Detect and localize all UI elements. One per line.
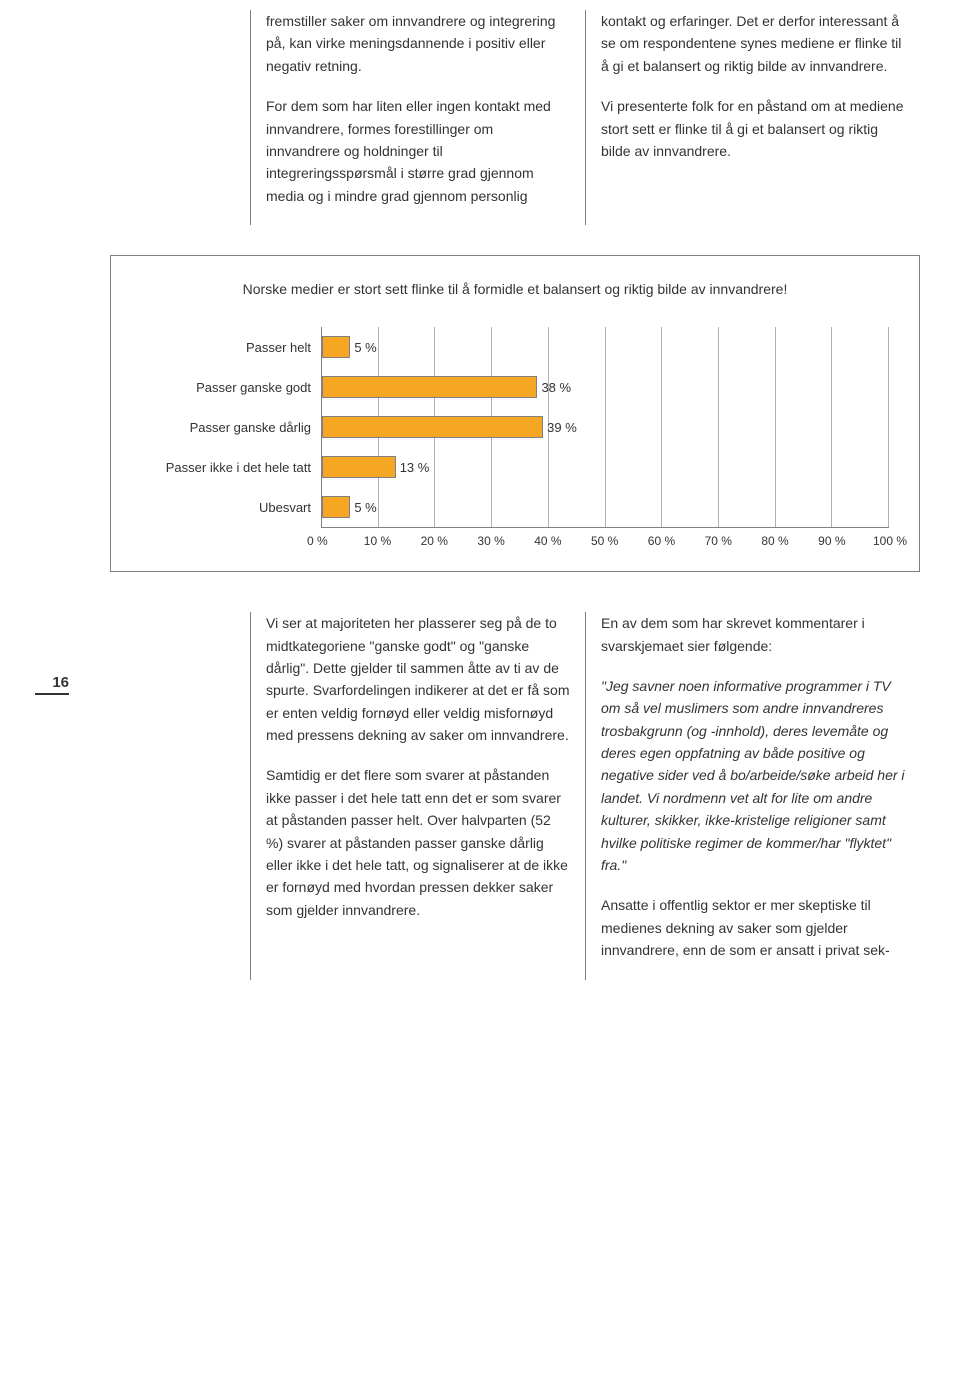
bottom-col-left: Vi ser at majoriteten her plasserer seg … xyxy=(250,612,585,979)
bar-row: 39 % xyxy=(322,407,889,447)
page-number: 16 xyxy=(35,674,69,695)
y-axis-label: Passer ganske godt xyxy=(141,367,321,407)
y-axis-label: Passer ikke i det hele tatt xyxy=(141,447,321,487)
paragraph: Vi ser at majoriteten her plasserer seg … xyxy=(266,612,570,746)
top-text-section: fremstiller saker om innvandrere og inte… xyxy=(0,0,960,255)
bar-value-label: 5 % xyxy=(354,500,376,515)
top-col-left: fremstiller saker om innvandrere og inte… xyxy=(250,10,585,225)
top-col-right: kontakt og erfaringer. Det er derfor int… xyxy=(585,10,920,225)
bar-row: 38 % xyxy=(322,367,889,407)
paragraph: Samtidig er det flere som svarer at påst… xyxy=(266,764,570,921)
bar xyxy=(322,456,396,478)
paragraph: Ansatte i offentlig sektor er mer skepti… xyxy=(601,894,905,961)
plot-area: 5 % 38 % 39 % 13 % 5 % xyxy=(321,327,889,527)
chart-title: Norske medier er stort sett flinke til å… xyxy=(141,281,889,297)
bars: 5 % 38 % 39 % 13 % 5 % xyxy=(322,327,889,527)
paragraph: kontakt og erfaringer. Det er derfor int… xyxy=(601,10,905,77)
bar xyxy=(322,376,537,398)
chart-body: Passer heltPasser ganske godtPasser gans… xyxy=(141,327,889,527)
x-axis-tick: 100 % xyxy=(873,534,907,548)
bar-row: 5 % xyxy=(322,487,889,527)
y-axis-label: Passer ganske dårlig xyxy=(141,407,321,447)
bar-value-label: 39 % xyxy=(547,420,577,435)
bar-value-label: 13 % xyxy=(400,460,430,475)
paragraph: fremstiller saker om innvandrere og inte… xyxy=(266,10,570,77)
y-axis-label: Ubesvart xyxy=(141,487,321,527)
bar-value-label: 5 % xyxy=(354,340,376,355)
paragraph: En av dem som har skrevet kommentarer i … xyxy=(601,612,905,657)
bar xyxy=(322,416,543,438)
bar-row: 5 % xyxy=(322,327,889,367)
x-axis: 0 %10 %20 %30 %40 %50 %60 %70 %80 %90 %1… xyxy=(321,527,889,551)
bar-row: 13 % xyxy=(322,447,889,487)
chart-container: Norske medier er stort sett flinke til å… xyxy=(110,255,920,572)
bar xyxy=(322,496,350,518)
paragraph: Vi presenterte folk for en påstand om at… xyxy=(601,95,905,162)
bottom-text-section: Vi ser at majoriteten her plasserer seg … xyxy=(0,612,960,1009)
bottom-col-right: En av dem som har skrevet kommentarer i … xyxy=(585,612,920,979)
paragraph-quote: "Jeg savner noen informative programmer … xyxy=(601,675,905,877)
paragraph: For dem som har liten eller ingen kontak… xyxy=(266,95,570,207)
y-axis-label: Passer helt xyxy=(141,327,321,367)
y-axis-labels: Passer heltPasser ganske godtPasser gans… xyxy=(141,327,321,527)
bar xyxy=(322,336,350,358)
bar-value-label: 38 % xyxy=(541,380,571,395)
